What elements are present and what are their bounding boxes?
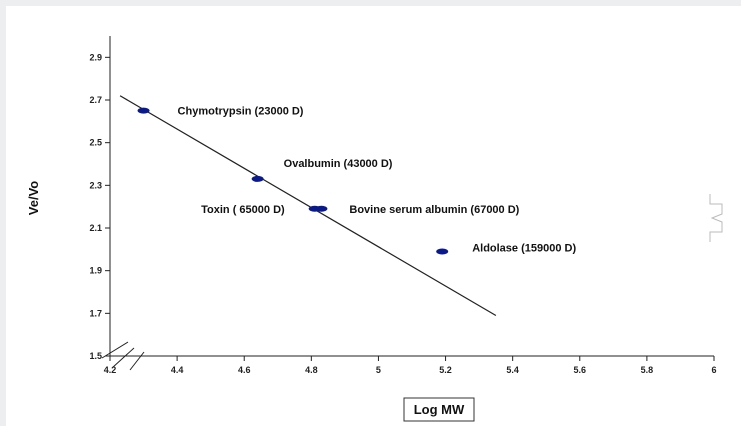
data-point xyxy=(436,248,449,255)
axis-break-mark xyxy=(101,341,129,359)
axis-break-mark xyxy=(111,347,135,369)
data-point xyxy=(251,175,264,182)
data-label: Toxin ( 65000 D) xyxy=(201,204,285,216)
fit-line-group xyxy=(119,95,497,316)
y-tick-label: 1.9 xyxy=(89,266,102,276)
x-tick-label: 5.2 xyxy=(439,365,452,375)
side-bracket xyxy=(709,194,723,242)
data-point xyxy=(315,205,328,212)
axis-break-mark xyxy=(129,351,145,371)
x-tick-label: 4.2 xyxy=(104,365,117,375)
y-tick-label: 2.9 xyxy=(89,52,102,62)
data-label: Chymotrypsin (23000 D) xyxy=(178,106,304,118)
y-tick-label: 1.5 xyxy=(89,351,102,361)
x-tick-label: 6 xyxy=(711,365,716,375)
y-tick-label: 2.5 xyxy=(89,138,102,148)
axes: 1.5 1.7 1.9 2.1 2.3 2.5 2.7 2.9 4.2 4.4 4.6 4.8 5 5.2… xyxy=(89,36,717,375)
x-tick-label: 4.6 xyxy=(238,365,251,375)
y-axis-label: Ve/Vo xyxy=(26,181,41,216)
data-point xyxy=(137,107,150,114)
y-tick-label: 2.7 xyxy=(89,95,102,105)
data-label: Ovalbumin (43000 D) xyxy=(284,158,393,170)
chart-frame: 1.5 1.7 1.9 2.1 2.3 2.5 2.7 2.9 4.2 4.4 4.6 4.8 5 5.2… xyxy=(6,6,741,426)
x-tick-label: 5.6 xyxy=(574,365,587,375)
data-points xyxy=(137,107,449,255)
scatter-chart: 1.5 1.7 1.9 2.1 2.3 2.5 2.7 2.9 4.2 4.4 4.6 4.8 5 5.2… xyxy=(26,36,723,422)
x-tick-label: 5 xyxy=(376,365,381,375)
x-tick-label: 5.8 xyxy=(641,365,654,375)
data-label: Aldolase (159000 D) xyxy=(472,242,576,254)
x-axis-label: Log MW xyxy=(414,402,465,417)
y-tick-label: 2.1 xyxy=(89,223,102,233)
fit-line xyxy=(119,95,497,316)
x-axis-label-box: Log MW xyxy=(403,397,475,422)
x-tick-label: 4.8 xyxy=(305,365,318,375)
y-tick-label: 2.3 xyxy=(89,180,102,190)
data-label: Bovine serum albumin (67000 D) xyxy=(349,204,519,216)
x-tick-label: 5.4 xyxy=(506,365,519,375)
x-tick-label: 4.4 xyxy=(171,365,184,375)
y-tick-label: 1.7 xyxy=(89,308,102,318)
point-labels: Chymotrypsin (23000 D) Ovalbumin (43000 D… xyxy=(178,106,577,255)
